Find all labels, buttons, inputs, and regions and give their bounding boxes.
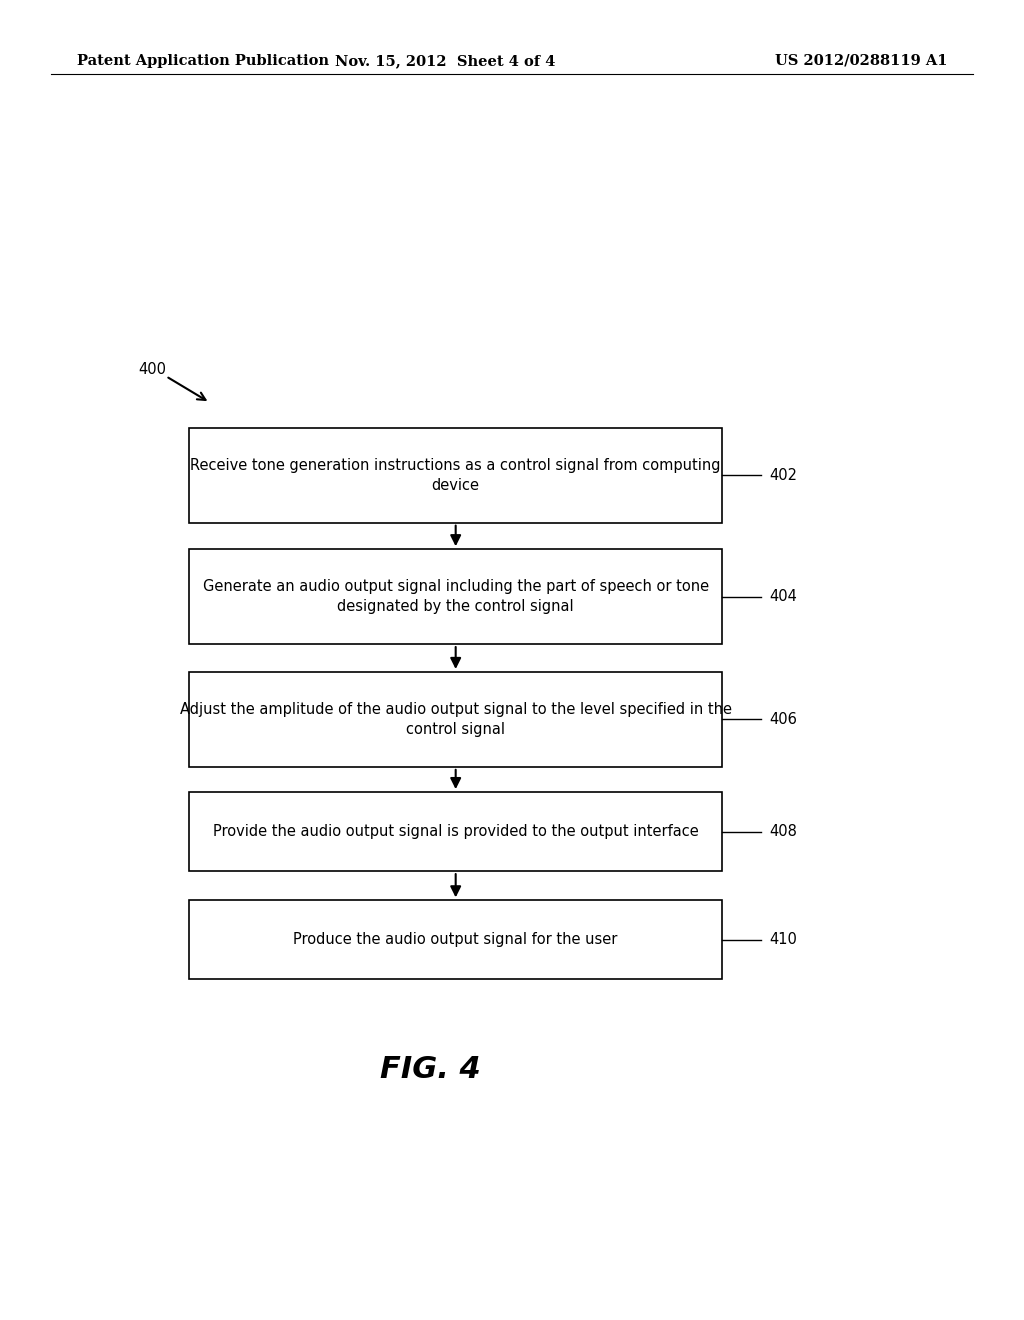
Text: Receive tone generation instructions as a control signal from computing
device: Receive tone generation instructions as … xyxy=(190,458,721,492)
Text: Produce the audio output signal for the user: Produce the audio output signal for the … xyxy=(294,932,617,948)
Text: 402: 402 xyxy=(769,467,797,483)
Text: 400: 400 xyxy=(138,362,166,378)
Text: Nov. 15, 2012  Sheet 4 of 4: Nov. 15, 2012 Sheet 4 of 4 xyxy=(335,54,556,67)
Text: Adjust the amplitude of the audio output signal to the level specified in the
co: Adjust the amplitude of the audio output… xyxy=(179,702,732,737)
Text: 404: 404 xyxy=(769,589,797,605)
Text: Patent Application Publication: Patent Application Publication xyxy=(77,54,329,67)
FancyBboxPatch shape xyxy=(189,900,722,979)
Text: Provide the audio output signal is provided to the output interface: Provide the audio output signal is provi… xyxy=(213,824,698,840)
Text: Generate an audio output signal including the part of speech or tone
designated : Generate an audio output signal includin… xyxy=(203,579,709,614)
Text: 408: 408 xyxy=(769,824,797,840)
Text: 410: 410 xyxy=(769,932,797,948)
FancyBboxPatch shape xyxy=(189,549,722,644)
Text: 406: 406 xyxy=(769,711,797,727)
FancyBboxPatch shape xyxy=(189,672,722,767)
Text: FIG. 4: FIG. 4 xyxy=(380,1055,480,1084)
FancyBboxPatch shape xyxy=(189,792,722,871)
FancyBboxPatch shape xyxy=(189,428,722,523)
Text: US 2012/0288119 A1: US 2012/0288119 A1 xyxy=(775,54,947,67)
